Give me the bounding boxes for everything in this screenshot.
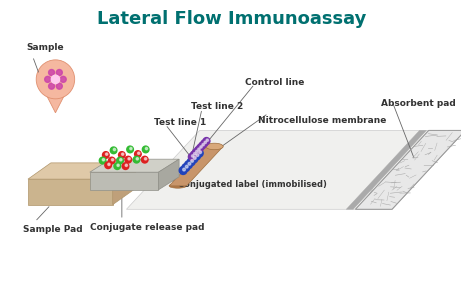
Ellipse shape [206, 143, 223, 150]
Circle shape [188, 162, 191, 165]
Circle shape [106, 153, 108, 155]
Circle shape [130, 147, 132, 150]
Circle shape [204, 141, 206, 144]
Polygon shape [90, 172, 158, 190]
Circle shape [108, 163, 110, 166]
Circle shape [110, 147, 117, 154]
Circle shape [197, 144, 204, 151]
Text: Absorbent pad: Absorbent pad [381, 99, 456, 108]
Circle shape [133, 156, 140, 163]
Text: Sample: Sample [27, 43, 64, 51]
Circle shape [182, 168, 185, 171]
Text: Control line: Control line [245, 78, 304, 87]
Circle shape [137, 152, 140, 154]
Circle shape [182, 164, 190, 172]
Circle shape [121, 153, 124, 155]
Circle shape [196, 154, 199, 156]
Circle shape [125, 164, 128, 166]
Text: Test line 1: Test line 1 [154, 118, 206, 127]
Circle shape [48, 70, 55, 76]
Circle shape [195, 147, 201, 154]
Circle shape [188, 153, 195, 160]
Polygon shape [169, 147, 223, 186]
Circle shape [196, 150, 198, 153]
Circle shape [201, 140, 208, 147]
Circle shape [191, 151, 197, 158]
Circle shape [179, 166, 187, 174]
Circle shape [105, 162, 111, 168]
Polygon shape [113, 163, 136, 205]
Circle shape [45, 76, 51, 82]
Circle shape [60, 76, 66, 82]
Circle shape [100, 157, 106, 164]
Circle shape [51, 75, 60, 83]
Polygon shape [28, 163, 136, 179]
Circle shape [109, 157, 115, 164]
Circle shape [203, 137, 210, 145]
Circle shape [48, 83, 55, 89]
Circle shape [145, 158, 147, 160]
Circle shape [185, 165, 188, 168]
Circle shape [128, 158, 130, 160]
Circle shape [190, 155, 198, 163]
Text: Test line 2: Test line 2 [191, 102, 243, 111]
Circle shape [135, 151, 141, 157]
Circle shape [114, 163, 120, 170]
Circle shape [195, 149, 203, 157]
Circle shape [118, 152, 125, 158]
Circle shape [199, 142, 206, 149]
Circle shape [120, 158, 122, 161]
Circle shape [187, 158, 195, 166]
Circle shape [184, 161, 192, 169]
Circle shape [198, 148, 200, 151]
Polygon shape [356, 130, 465, 209]
Polygon shape [158, 159, 179, 190]
Circle shape [193, 156, 196, 159]
Circle shape [199, 151, 201, 154]
Circle shape [56, 70, 62, 76]
Circle shape [111, 158, 114, 161]
Circle shape [200, 146, 202, 148]
Text: Conjugated label (immobilised): Conjugated label (immobilised) [178, 180, 327, 189]
Circle shape [36, 60, 75, 99]
Circle shape [193, 153, 196, 155]
Circle shape [191, 160, 193, 162]
Text: Conjugate release pad: Conjugate release pad [90, 223, 204, 232]
Circle shape [127, 146, 133, 153]
Polygon shape [28, 179, 113, 205]
Circle shape [102, 158, 105, 161]
Polygon shape [127, 130, 465, 209]
Circle shape [136, 158, 138, 160]
Circle shape [192, 149, 200, 156]
Polygon shape [346, 130, 427, 209]
Circle shape [191, 155, 194, 157]
Circle shape [202, 143, 204, 146]
Circle shape [117, 157, 123, 164]
Text: Lateral Flow Immunoassay: Lateral Flow Immunoassay [97, 10, 366, 28]
Circle shape [117, 164, 119, 166]
Circle shape [125, 156, 132, 163]
Text: Sample Pad: Sample Pad [23, 225, 83, 234]
Circle shape [122, 163, 129, 170]
Circle shape [113, 148, 116, 151]
Polygon shape [43, 88, 68, 113]
Ellipse shape [169, 183, 187, 188]
Polygon shape [90, 159, 179, 172]
Circle shape [142, 146, 149, 153]
Circle shape [141, 156, 148, 163]
Circle shape [56, 83, 62, 89]
Circle shape [102, 152, 109, 158]
Circle shape [192, 152, 201, 160]
Circle shape [206, 139, 209, 141]
Circle shape [146, 147, 147, 150]
Text: Nitrocellulose membrane: Nitrocellulose membrane [258, 116, 387, 126]
